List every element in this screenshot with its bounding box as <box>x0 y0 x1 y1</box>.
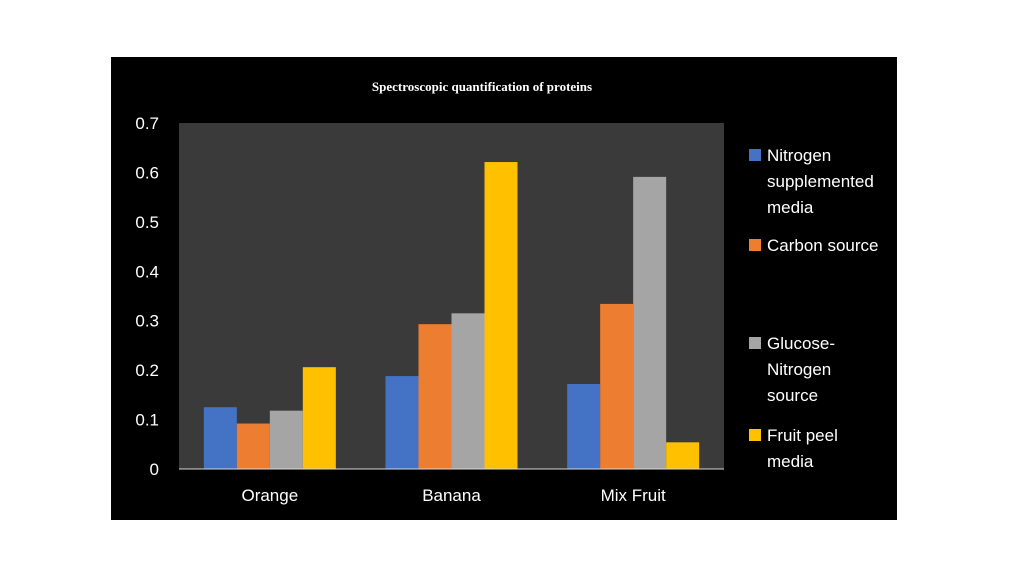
y-tick-label: 0.4 <box>135 262 159 281</box>
x-category-label: Mix Fruit <box>601 486 666 505</box>
legend-label: Carbon source <box>767 236 879 255</box>
bar <box>236 423 270 469</box>
legend-label: media <box>767 198 814 217</box>
bar-chart: Spectroscopic quantification of proteins… <box>135 79 879 505</box>
y-tick-label: 0.5 <box>135 213 159 232</box>
legend-swatch <box>749 429 761 441</box>
bars <box>203 162 700 469</box>
bar <box>451 313 485 469</box>
y-tick-label: 0.3 <box>135 312 159 331</box>
legend-label: Nitrogen <box>767 146 831 165</box>
legend-label: source <box>767 386 818 405</box>
legend-label: media <box>767 452 814 471</box>
y-tick-label: 0.6 <box>135 163 159 182</box>
legend-label: Glucose- <box>767 334 835 353</box>
y-tick-label: 0.1 <box>135 411 159 430</box>
bar <box>302 367 336 469</box>
legend-label: Fruit peel <box>767 426 838 445</box>
chart-panel: Spectroscopic quantification of proteins… <box>111 57 897 520</box>
legend-swatch <box>749 337 761 349</box>
bar <box>385 376 419 469</box>
x-category-label: Banana <box>422 486 481 505</box>
bar <box>666 442 700 469</box>
legend: Nitrogen supplemented media Carbon source Gl… <box>749 146 879 471</box>
bar <box>633 176 667 469</box>
bar <box>567 383 601 469</box>
bar <box>418 324 452 469</box>
chart-title: Spectroscopic quantification of proteins <box>372 79 592 94</box>
x-axis-categories: Orange Banana Mix Fruit <box>241 486 666 505</box>
y-tick-label: 0 <box>150 460 159 479</box>
bar <box>484 162 518 469</box>
legend-label: supplemented <box>767 172 874 191</box>
legend-label: Nitrogen <box>767 360 831 379</box>
legend-swatch <box>749 149 761 161</box>
bar <box>269 410 303 469</box>
bar <box>203 407 237 469</box>
legend-swatch <box>749 239 761 251</box>
bar <box>600 303 634 469</box>
x-category-label: Orange <box>241 486 298 505</box>
y-tick-label: 0.2 <box>135 361 159 380</box>
y-axis-ticks: 0 0.1 0.2 0.3 0.4 0.5 0.6 0.7 <box>135 114 159 479</box>
y-tick-label: 0.7 <box>135 114 159 133</box>
